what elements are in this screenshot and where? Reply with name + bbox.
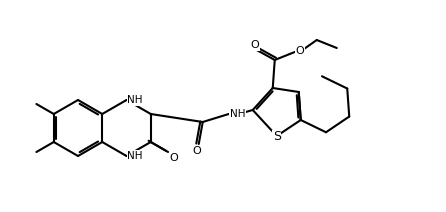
Text: O: O: [250, 40, 259, 50]
Text: O: O: [192, 146, 201, 156]
Text: O: O: [296, 46, 305, 56]
Text: NH: NH: [128, 151, 143, 161]
Text: NH: NH: [128, 95, 143, 105]
Text: O: O: [169, 153, 178, 163]
Text: NH: NH: [230, 109, 245, 119]
Text: S: S: [273, 131, 281, 144]
